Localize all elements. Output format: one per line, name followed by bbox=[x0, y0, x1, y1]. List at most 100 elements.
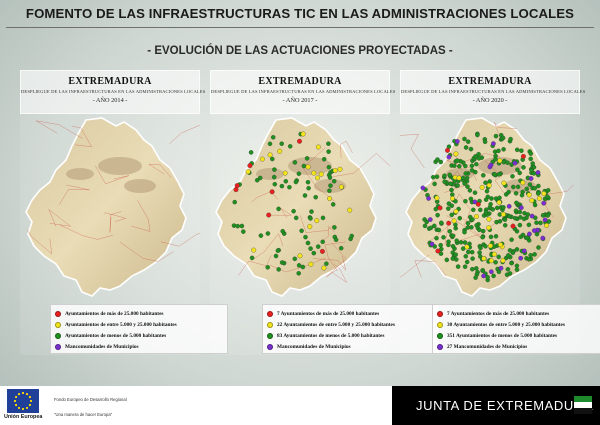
road bbox=[299, 215, 333, 233]
small-town-marker bbox=[467, 188, 473, 193]
medium-town-marker bbox=[474, 214, 479, 219]
eu-star bbox=[25, 406, 29, 410]
small-town-marker bbox=[235, 223, 240, 229]
small-town-marker bbox=[452, 163, 457, 168]
small-town-marker bbox=[241, 229, 246, 234]
small-town-marker bbox=[493, 260, 498, 265]
mancomunidad-marker bbox=[491, 141, 496, 146]
legend-label: Ayuntamientos de menos de 5.000 habitant… bbox=[65, 333, 167, 339]
small-town-marker bbox=[453, 252, 458, 257]
legend-item: 83 Ayuntamientos de menos de 5.000 habit… bbox=[267, 331, 384, 341]
mancomunidad-marker bbox=[528, 176, 534, 181]
small-town-marker bbox=[526, 222, 532, 228]
medium-town-marker bbox=[541, 191, 547, 197]
red-dot-icon bbox=[55, 311, 61, 317]
small-town-marker bbox=[518, 215, 523, 220]
road bbox=[426, 225, 457, 246]
small-town-marker bbox=[450, 243, 456, 249]
panel-2014: EXTREMADURA DESPLIEGUE DE LAS INFRAESTRU… bbox=[20, 70, 205, 355]
mancomunidad-marker bbox=[488, 269, 494, 275]
medium-town-marker bbox=[501, 180, 507, 186]
red-dot-icon bbox=[437, 311, 443, 317]
small-town-marker bbox=[422, 217, 427, 222]
small-town-marker bbox=[270, 156, 275, 162]
small-town-marker bbox=[450, 233, 456, 239]
medium-town-marker bbox=[311, 170, 317, 176]
small-town-marker bbox=[444, 257, 450, 263]
terrain-shade bbox=[256, 168, 284, 180]
large-town-marker bbox=[475, 201, 481, 207]
road bbox=[302, 147, 335, 202]
small-town-marker bbox=[463, 163, 468, 169]
large-town-marker bbox=[297, 138, 302, 144]
small-town-marker bbox=[507, 248, 513, 253]
small-town-marker bbox=[515, 167, 520, 172]
road bbox=[494, 122, 517, 138]
legend-label: 351 Ayuntamientos de menos de 5.000 habi… bbox=[447, 333, 558, 339]
green-dot-icon bbox=[437, 333, 443, 339]
small-town-marker bbox=[276, 267, 281, 272]
mancomunidad-marker bbox=[506, 203, 512, 209]
small-town-marker bbox=[535, 191, 541, 196]
road bbox=[169, 124, 200, 144]
legend-item: 351 Ayuntamientos de menos de 5.000 habi… bbox=[437, 331, 557, 341]
small-town-marker bbox=[308, 246, 313, 251]
small-town-marker bbox=[465, 184, 470, 189]
legend-item: Mancomunidades de Municipios bbox=[55, 342, 139, 352]
extremadura-map-2014 bbox=[25, 117, 200, 297]
purple-dot-icon bbox=[55, 344, 61, 350]
small-town-marker bbox=[491, 273, 496, 279]
small-town-marker bbox=[513, 191, 519, 196]
title-divider bbox=[6, 27, 594, 28]
small-town-marker bbox=[505, 160, 510, 165]
small-town-marker bbox=[311, 250, 317, 256]
legend-label: Ayuntamientos de entre 5.000 y 25.000 ha… bbox=[65, 322, 177, 328]
small-town-marker bbox=[296, 271, 301, 276]
small-town-marker bbox=[496, 269, 502, 275]
small-town-marker bbox=[485, 274, 490, 280]
small-town-marker bbox=[280, 228, 285, 234]
small-town-marker bbox=[276, 206, 281, 212]
mancomunidad-marker bbox=[529, 213, 535, 219]
medium-town-marker bbox=[526, 192, 532, 198]
small-town-marker bbox=[474, 266, 479, 271]
small-town-marker bbox=[540, 213, 546, 218]
road bbox=[414, 260, 447, 278]
small-town-marker bbox=[538, 220, 543, 226]
small-town-marker bbox=[527, 182, 533, 187]
medium-town-marker bbox=[486, 182, 492, 188]
small-town-marker bbox=[480, 228, 486, 234]
small-town-marker bbox=[465, 220, 471, 226]
small-town-marker bbox=[483, 209, 489, 215]
poster-subtitle: - EVOLUCIÓN DE LAS ACTUACIONES PROYECTAD… bbox=[147, 45, 453, 57]
small-town-marker bbox=[321, 156, 327, 162]
small-town-marker bbox=[439, 220, 444, 226]
legend-item: 27 Mancomunidades de Municipios bbox=[437, 342, 527, 352]
road bbox=[35, 120, 83, 139]
eu-star bbox=[14, 403, 18, 407]
road bbox=[313, 255, 346, 271]
extremadura-flag-icon bbox=[574, 396, 592, 414]
medium-town-marker bbox=[318, 171, 324, 177]
small-town-marker bbox=[441, 235, 446, 240]
legend-label: 30 Ayuntamientos de entre 5.000 y 25.000… bbox=[447, 322, 565, 328]
road bbox=[26, 229, 53, 255]
small-town-marker bbox=[494, 205, 500, 211]
medium-town-marker bbox=[251, 247, 257, 253]
small-town-marker bbox=[447, 172, 452, 178]
legend-item: 7 Ayuntamientos de más de 25.000 habitan… bbox=[267, 309, 379, 319]
small-town-marker bbox=[515, 184, 521, 190]
eu-label: Unión Europea bbox=[4, 414, 43, 420]
small-town-marker bbox=[457, 215, 463, 221]
mancomunidad-marker bbox=[481, 273, 486, 279]
mancomunidad-marker bbox=[518, 255, 524, 261]
road bbox=[131, 200, 151, 232]
road bbox=[109, 211, 122, 233]
medium-town-marker bbox=[491, 251, 497, 257]
panel-year: - AÑO 2014 - bbox=[92, 97, 128, 104]
small-town-marker bbox=[532, 186, 538, 191]
small-town-marker bbox=[524, 186, 530, 192]
small-town-marker bbox=[327, 175, 333, 180]
road bbox=[340, 140, 353, 159]
road bbox=[95, 165, 129, 185]
